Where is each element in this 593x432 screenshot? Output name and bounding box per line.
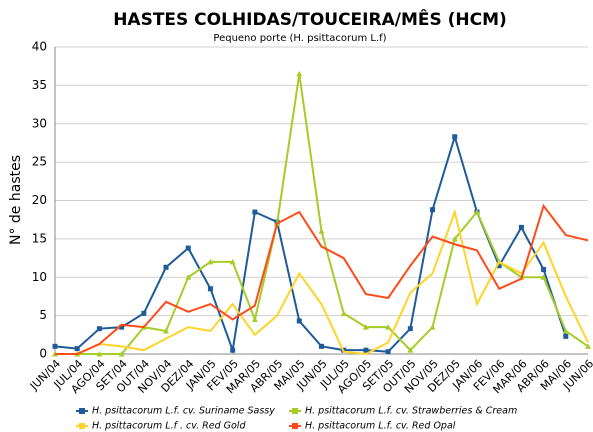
marker (163, 264, 169, 270)
marker (541, 267, 547, 273)
marker (52, 343, 58, 349)
series-line (54, 133, 567, 355)
marker (540, 274, 547, 280)
marker (252, 209, 258, 215)
legend-label: H. psittacorum L.f. cv. Suriname Sassy (92, 406, 275, 417)
marker (340, 310, 347, 316)
y-axis-label: N° de hastes (8, 155, 24, 245)
series-line (55, 208, 589, 356)
marker (185, 274, 192, 280)
marker (385, 324, 392, 330)
marker (473, 209, 480, 215)
series-line (55, 203, 589, 355)
y-tick-label: 15 (32, 231, 47, 245)
marker (96, 326, 102, 332)
chart-title: HASTES COLHIDAS/TOUCEIRA/MÊS (HCM) (113, 8, 507, 30)
marker (229, 258, 236, 265)
legend-label: H. psittacorum L.f. cv. Red Opal (305, 421, 456, 432)
marker (296, 318, 302, 324)
chart-subtitle: Pequeno porte (H. psittacorum L.f) (213, 33, 386, 44)
marker (407, 347, 414, 353)
y-tick-label: 0 (39, 347, 47, 361)
marker (141, 310, 147, 316)
marker (585, 343, 591, 349)
legend-swatch (292, 408, 298, 414)
marker (296, 70, 303, 77)
y-tick-label: 30 (32, 116, 47, 130)
marker (185, 245, 191, 251)
marker (452, 134, 458, 140)
marker (362, 324, 369, 330)
y-tick-label: 35 (32, 78, 47, 92)
marker (407, 326, 413, 332)
marker (74, 346, 80, 352)
marker (385, 349, 391, 355)
legend-swatch (79, 408, 85, 414)
marker (230, 347, 236, 353)
marker (518, 224, 524, 230)
legend-swatch (79, 423, 85, 429)
y-tick-label: 20 (32, 193, 47, 207)
marker (207, 286, 213, 292)
y-tick-label: 5 (39, 308, 47, 322)
marker (163, 327, 170, 334)
y-tick-label: 40 (32, 40, 47, 54)
marker (119, 324, 125, 330)
series-line (55, 73, 589, 355)
marker (451, 235, 458, 242)
marker (118, 351, 125, 357)
y-tick-label: 10 (32, 270, 47, 284)
marker (363, 347, 369, 353)
marker (96, 351, 103, 357)
marker (429, 324, 436, 330)
y-tick-label: 25 (32, 155, 47, 169)
legend-swatch (292, 423, 298, 429)
legend-label: H. psittacorum L.f . cv. Red Gold (92, 421, 246, 432)
marker (318, 228, 325, 234)
marker (251, 316, 258, 322)
marker (496, 263, 502, 269)
marker (430, 207, 436, 213)
marker (563, 333, 569, 339)
marker (207, 258, 214, 265)
marker (562, 327, 569, 334)
marker (319, 343, 324, 349)
legend-label: H. psittacorum L.f. cv. Strawberries & C… (305, 406, 517, 417)
